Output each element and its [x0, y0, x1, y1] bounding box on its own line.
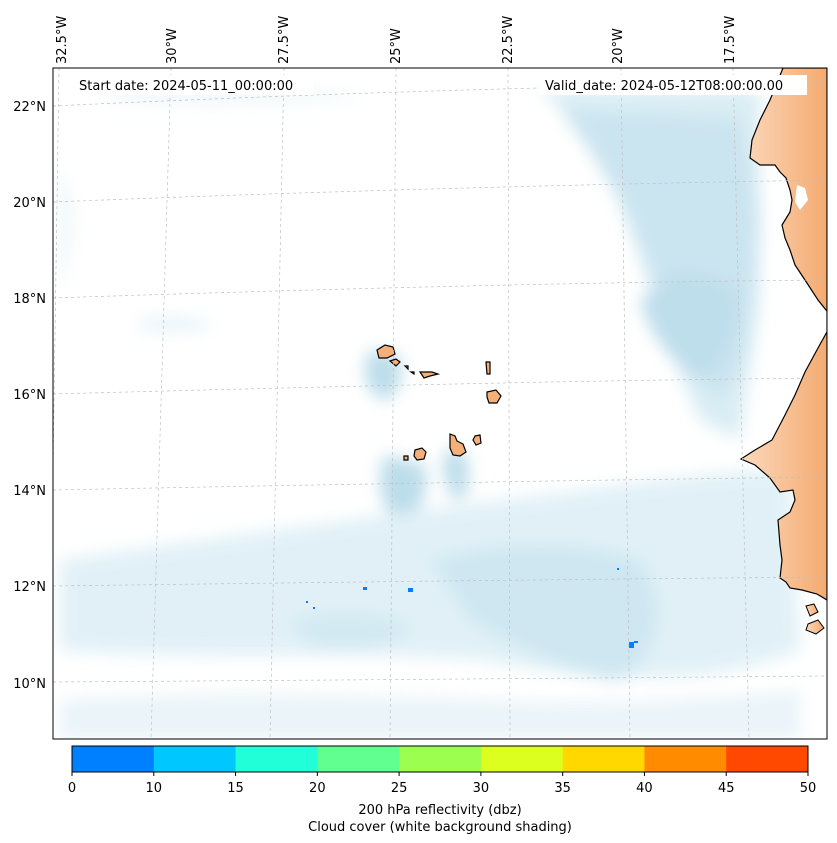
cape-verde-islands [376, 344, 502, 461]
lon-label: 22.5°W [501, 16, 516, 64]
island-santa-luzia [403, 365, 409, 371]
graticule-gridlines [53, 68, 827, 739]
map-panel [53, 68, 827, 739]
map-frame [52, 67, 828, 740]
reflectivity-cells [306, 568, 638, 648]
colorbar-tick-label: 20 [309, 781, 326, 796]
colorbar-swatch [153, 746, 237, 772]
colorbar-tick-label: 50 [800, 781, 817, 796]
valid-date-box [539, 75, 807, 95]
colorbar-tick-label: 35 [554, 781, 571, 796]
island-small [409, 371, 415, 376]
lon-label: 32.5°W [55, 16, 70, 64]
island-fogo [413, 447, 427, 461]
colorbar-swatch [72, 746, 155, 772]
colorbar-label-cloud-cover: Cloud cover (white background shading) [308, 820, 572, 835]
island-maio [472, 434, 482, 446]
colorbar-tick-label: 10 [146, 781, 163, 796]
colorbar-swatch [562, 746, 645, 772]
colorbar-swatch [399, 746, 482, 772]
valid-date-label: Valid_date: 2024-05-12T08:00:00.00 [545, 79, 783, 94]
island-santo-antao [376, 344, 396, 359]
lat-label: 14°N [13, 484, 46, 499]
colorbar-label-reflectivity: 200 hPa reflectivity (dbz) [358, 803, 521, 818]
colorbar-swatch [235, 746, 318, 772]
colorbar: 0 10 15 20 25 30 35 40 45 50 200 hPa reflectivity… [68, 745, 817, 835]
africa-coast-land [739, 68, 827, 635]
latitude-labels: 22°N 20°N 18°N 16°N 14°N 12°N 10°N [13, 100, 46, 692]
colorbar-tick-label: 15 [227, 781, 244, 796]
lon-label: 30°W [165, 28, 180, 64]
lon-label: 27.5°W [277, 16, 292, 64]
lat-label: 20°N [13, 196, 46, 211]
colorbar-tick-label: 25 [391, 781, 408, 796]
colorbar-swatch [480, 746, 564, 772]
colorbar-tick-label: 45 [718, 781, 735, 796]
island-sal [485, 361, 491, 375]
lat-label: 22°N [13, 100, 46, 115]
lat-label: 12°N [13, 580, 46, 595]
lat-label: 10°N [13, 677, 46, 692]
start-date-label: Start date: 2024-05-11_00:00:00 [79, 79, 293, 94]
colorbar-tick-label: 40 [636, 781, 653, 796]
lon-label: 17.5°W [723, 16, 738, 64]
longitude-labels: 32.5°W 30°W 27.5°W 25°W 22.5°W 20°W 17.5… [55, 16, 738, 64]
cloud-cover-shading [60, 87, 800, 739]
colorbar-tick-label: 0 [68, 781, 76, 796]
lon-label: 25°W [389, 28, 404, 64]
colorbar-swatch [726, 746, 809, 772]
colorbar-swatch [644, 746, 727, 772]
colorbar-tick-label: 30 [473, 781, 490, 796]
island-brava [403, 455, 409, 461]
lat-label: 16°N [13, 388, 46, 403]
colorbar-frame [71, 745, 809, 773]
island-santiago [449, 433, 467, 457]
island-boa-vista [486, 389, 502, 404]
lat-label: 18°N [13, 292, 46, 307]
island-sao-nicolau [418, 371, 441, 379]
island-sao-vicente [388, 358, 401, 367]
lon-label: 20°W [611, 28, 626, 64]
colorbar-swatch [317, 746, 400, 772]
start-date-box [73, 75, 313, 95]
